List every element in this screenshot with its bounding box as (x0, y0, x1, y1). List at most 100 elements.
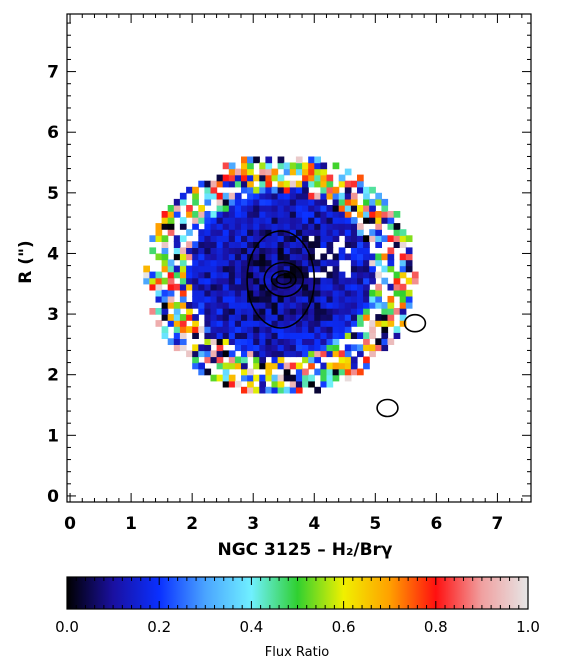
heatmap-cell (399, 229, 407, 236)
heatmap-cell (241, 350, 248, 358)
heatmap-cell (271, 302, 279, 309)
heatmap-cell (332, 198, 340, 206)
heatmap-cell (357, 241, 364, 248)
heatmap-cell (228, 174, 236, 182)
heatmap-cell (295, 198, 303, 206)
heatmap-cell (289, 168, 297, 176)
heatmap-cell (247, 314, 254, 321)
heatmap-cell (375, 223, 382, 230)
heatmap-cell (314, 320, 321, 327)
heatmap-cell (302, 180, 309, 188)
heatmap-cell (253, 314, 260, 321)
heatmap-cell (295, 180, 303, 188)
heatmap-cell (173, 198, 181, 206)
heatmap-cell (308, 162, 315, 170)
heatmap-cell (308, 374, 315, 382)
heatmap-cell (241, 356, 248, 364)
heatmap-cell (326, 308, 334, 315)
heatmap-cell (265, 314, 273, 321)
heatmap-cell (332, 374, 340, 382)
heatmap-cell (338, 211, 346, 218)
heatmap-cell (228, 302, 236, 309)
heatmap-cell (338, 326, 346, 333)
heatmap-cell (357, 265, 364, 273)
heatmap-cell (308, 265, 315, 273)
heatmap-cell (216, 198, 224, 206)
heatmap-cell (357, 247, 364, 255)
heatmap-cell (283, 326, 291, 333)
heatmap-cell (216, 283, 224, 291)
heatmap-cell (320, 314, 328, 321)
heatmap-cell (387, 247, 395, 255)
heatmap-cell (344, 211, 352, 218)
x-tick-label: 2 (186, 514, 198, 534)
heatmap-cell (387, 217, 395, 224)
heatmap-cell (247, 344, 254, 352)
heatmap-cell (173, 235, 181, 242)
heatmap-cell (241, 344, 248, 352)
heatmap-cell (363, 211, 370, 218)
heatmap-cell (302, 368, 309, 376)
heatmap-cell (259, 380, 266, 388)
y-axis-tick-labels: 0 1 2 3 4 5 6 7 (47, 63, 59, 507)
heatmap-cell (357, 344, 364, 352)
heatmap-cell (289, 350, 297, 358)
heatmap-cell (357, 271, 364, 279)
heatmap-cell (308, 156, 315, 164)
heatmap-cell (295, 271, 303, 279)
heatmap-cell (283, 223, 291, 230)
heatmap-cell (192, 259, 199, 267)
heatmap-cell (375, 320, 382, 327)
heatmap-cell (393, 289, 401, 297)
colorbar-tick-label: 0.0 (55, 618, 79, 636)
heatmap-cell (350, 180, 358, 188)
heatmap-cell (363, 259, 370, 267)
heatmap-cell (350, 223, 358, 230)
heatmap-cell (228, 271, 236, 279)
heatmap-cell (381, 253, 389, 261)
heatmap-cell (222, 308, 230, 315)
heatmap-cell (350, 198, 358, 206)
heatmap-cell (302, 174, 309, 182)
heatmap-cell (302, 320, 309, 327)
heatmap-cell (155, 289, 163, 297)
heatmap-cell (295, 302, 303, 309)
heatmap-cell (283, 338, 291, 345)
heatmap-cell (271, 295, 279, 303)
heatmap-cell (295, 229, 303, 236)
heatmap-cell (149, 271, 157, 279)
heatmap-cell (241, 326, 248, 333)
heatmap-cell (326, 289, 334, 297)
heatmap-cell (222, 211, 230, 218)
heatmap-cell (271, 338, 279, 345)
heatmap-cell (271, 205, 279, 212)
heatmap-cell (393, 326, 401, 333)
heatmap-cell (289, 211, 297, 218)
heatmap-cell (289, 380, 297, 388)
heatmap-cell (271, 326, 279, 333)
heatmap-cell (314, 289, 321, 297)
heatmap-cell (204, 241, 212, 248)
heatmap-cell (283, 344, 291, 352)
heatmap-cell (295, 217, 303, 224)
heatmap-cell (192, 211, 199, 218)
heatmap-cell (393, 283, 401, 291)
heatmap-cell (277, 174, 285, 182)
heatmap-cell (179, 253, 187, 261)
heatmap-cell (247, 180, 254, 188)
heatmap-cell (228, 265, 236, 273)
heatmap-cell (314, 326, 321, 333)
heatmap-cell (295, 186, 303, 194)
heatmap-cell (186, 350, 193, 358)
heatmap-cell (149, 277, 157, 285)
heatmap-cell (363, 265, 370, 273)
heatmap-cell (344, 295, 352, 303)
heatmap-cell (357, 350, 364, 358)
heatmap-cell (381, 277, 389, 285)
heatmap-cell (338, 350, 346, 358)
heatmap-cell (393, 211, 401, 218)
heatmap-cell (314, 283, 321, 291)
heatmap-cell (259, 229, 266, 236)
heatmap-cell (283, 235, 291, 242)
heatmap-cell (210, 308, 218, 315)
